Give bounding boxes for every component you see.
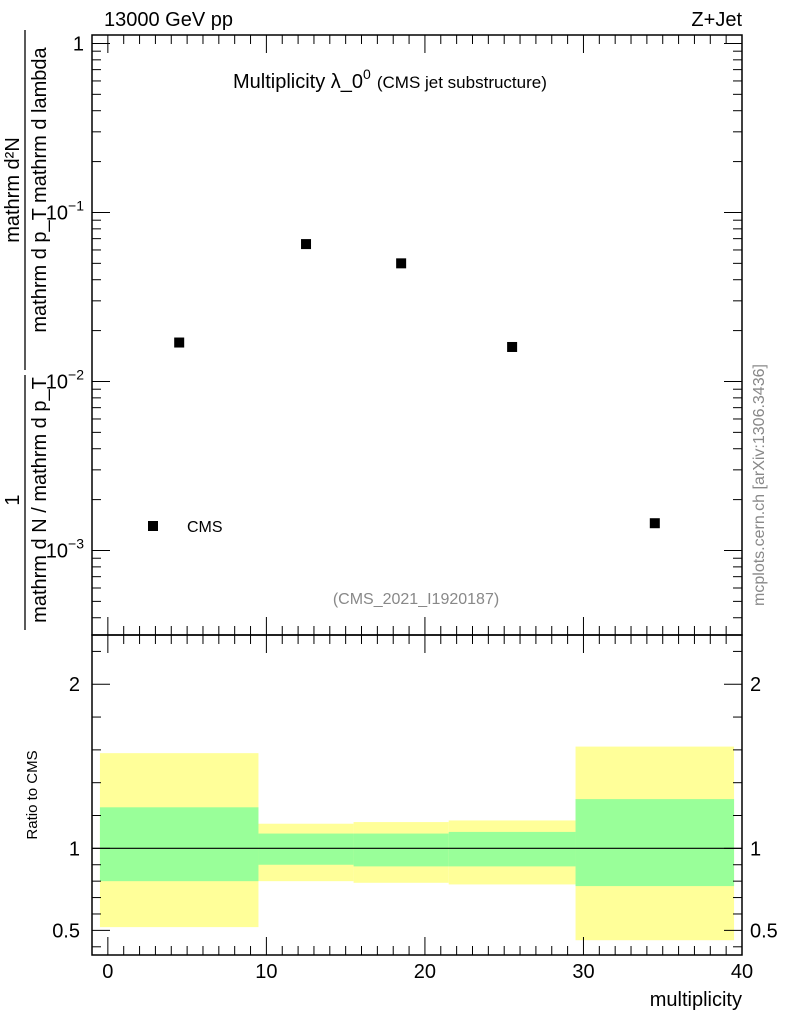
data-point bbox=[396, 258, 407, 269]
header-left: 13000 GeV pp bbox=[104, 9, 233, 31]
y-tick-label: 10−1 bbox=[46, 197, 84, 224]
y-tick-label-right: 0.5 bbox=[750, 920, 778, 942]
data-point bbox=[649, 518, 660, 529]
ratio-bands bbox=[99, 746, 735, 941]
uncertainty-band bbox=[258, 833, 354, 865]
chart-title-sub: (CMS jet substructure) bbox=[377, 73, 547, 92]
data-point bbox=[174, 337, 185, 348]
ratio-y-ticks: 0.5 0.5 1 1 2 2 bbox=[52, 650, 778, 948]
chart-title-sup: 0 bbox=[363, 66, 371, 82]
ylabel-prefix-den: mathrm d N / mathrm d p_T bbox=[29, 377, 51, 623]
x-tick-label: 0 bbox=[102, 961, 113, 983]
ratio-y-axis-label: Ratio to CMS bbox=[24, 750, 41, 839]
ylabel-num: mathrm d²N bbox=[2, 137, 24, 243]
uncertainty-band bbox=[575, 799, 735, 887]
x-tick-label: 40 bbox=[731, 961, 753, 983]
y-tick-label: 1 bbox=[73, 33, 84, 55]
x-axis-label: multiplicity bbox=[650, 989, 742, 1011]
analysis-id: (CMS_2021_I1920187) bbox=[333, 591, 499, 608]
y-tick-label: 2 bbox=[69, 674, 80, 696]
y-tick-label: 10−2 bbox=[46, 366, 84, 393]
uncertainty-band bbox=[448, 831, 576, 867]
legend-marker bbox=[148, 521, 158, 531]
main-y-ticks: 10−3 10−2 10−1 1 bbox=[46, 33, 742, 619]
x-tick-label: 10 bbox=[255, 961, 277, 983]
data-point bbox=[507, 341, 518, 352]
ratio-x-ticks: 0 10 20 30 40 bbox=[91, 635, 753, 983]
ylabel-den: mathrm d p_T mathrm d lambda bbox=[29, 46, 51, 332]
main-panel: 10−3 10−2 10−1 1 Multiplicity λ_00 (CMS jet … bbox=[2, 30, 743, 636]
y-tick-label: 0.5 bbox=[52, 920, 80, 942]
side-credit: mcplots.cern.ch [arXiv:1306.3436] bbox=[751, 364, 768, 606]
x-tick-label: 20 bbox=[414, 961, 436, 983]
chart-title-main: Multiplicity λ_0 bbox=[233, 71, 363, 93]
ylabel-prefix-num: 1 bbox=[2, 494, 24, 505]
data-point bbox=[301, 239, 312, 250]
data-points-group bbox=[174, 239, 660, 529]
y-tick-label-right: 1 bbox=[750, 838, 761, 860]
header-right: Z+Jet bbox=[691, 9, 742, 31]
y-tick-label: 1 bbox=[69, 838, 80, 860]
legend-label: CMS bbox=[187, 519, 223, 536]
main-y-axis-label: 1 mathrm d N / mathrm d p_T mathrm d²N m… bbox=[2, 30, 51, 630]
uncertainty-band bbox=[353, 833, 449, 867]
x-tick-label: 30 bbox=[572, 961, 594, 983]
chart-title: Multiplicity λ_00 (CMS jet substructure) bbox=[233, 66, 547, 93]
main-x-ticks bbox=[91, 35, 743, 635]
y-tick-label: 10−3 bbox=[46, 535, 84, 562]
uncertainty-band bbox=[99, 807, 259, 882]
ratio-panel: 0.5 0.5 1 1 2 2 0 10 20 30 40 Ratio to CMS multip… bbox=[24, 634, 778, 1011]
y-tick-label-right: 2 bbox=[750, 674, 761, 696]
ratio-frame bbox=[91, 634, 743, 956]
main-frame bbox=[91, 34, 743, 636]
